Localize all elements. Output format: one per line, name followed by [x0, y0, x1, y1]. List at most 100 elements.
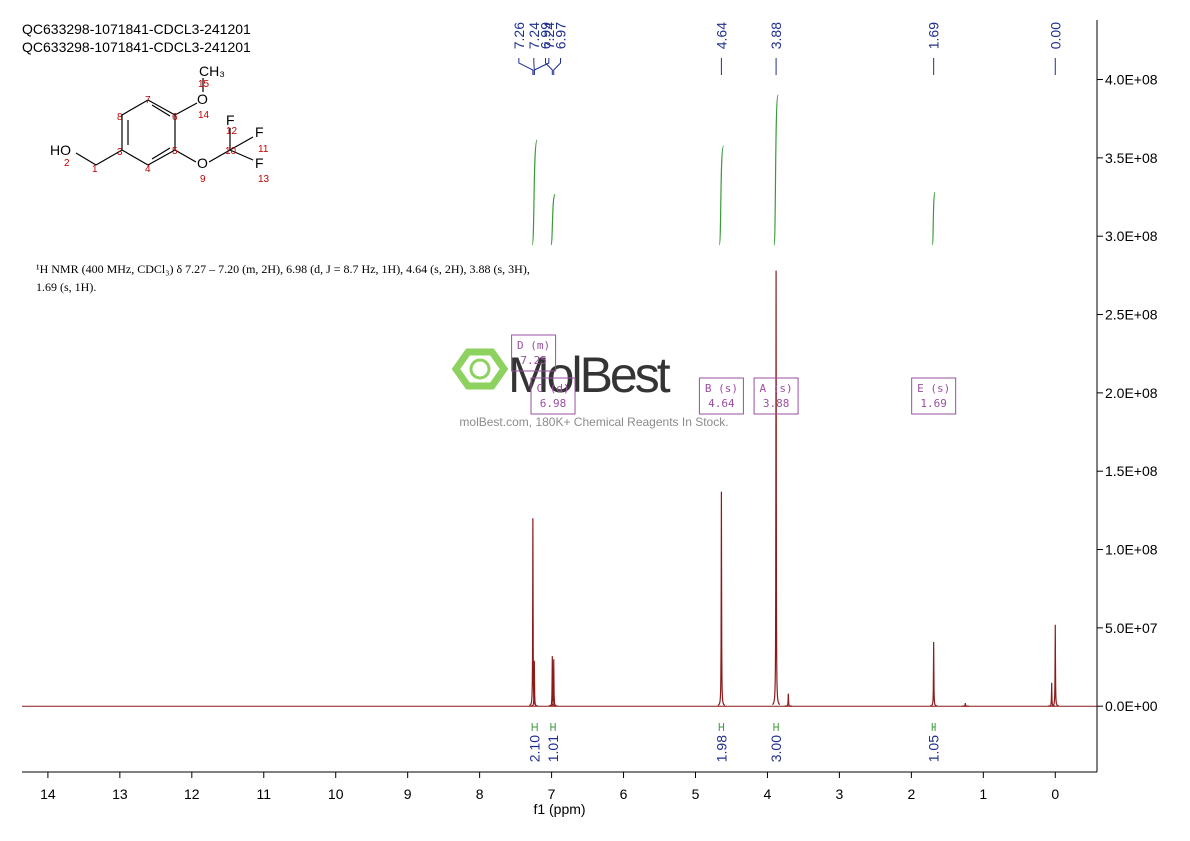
bond: [121, 99, 149, 116]
multiplet-name: E (s): [917, 382, 950, 395]
multiplet-name: B (s): [705, 382, 738, 395]
x-tick-label: 3: [836, 786, 844, 802]
x-tick-label: 9: [404, 786, 412, 802]
peak: [1048, 682, 1056, 707]
integral-label: 1.01: [545, 735, 561, 762]
bond: [147, 99, 176, 116]
atom-number: 7: [145, 95, 151, 106]
atom: F: [255, 124, 264, 140]
peak-label: 4.64: [713, 22, 729, 49]
y-tick-label: 1.0E+08: [1105, 542, 1158, 558]
integral-label: 1.05: [926, 735, 942, 762]
integral-curve: [773, 94, 779, 246]
bond: [121, 149, 149, 166]
x-tick-label: 8: [476, 786, 484, 802]
bond: [208, 149, 231, 163]
multiplet-shift: 3.88: [763, 397, 790, 410]
structure: HO O CH₃ O F F F 2 1 3 8 7 6 5 4 14 15 9…: [50, 63, 270, 185]
x-tick-label: 4: [764, 786, 772, 802]
x-tick-label: 6: [620, 786, 628, 802]
integral-curve: [550, 193, 556, 246]
peak-label: 6.99: [538, 22, 554, 49]
peak: [784, 693, 792, 707]
atom: O: [197, 155, 208, 171]
atom-number: 12: [226, 126, 238, 137]
atom-number: 5: [172, 146, 178, 157]
x-tick-label: 10: [328, 786, 344, 802]
x-axis-label: f1 (ppm): [533, 801, 585, 817]
multiplet-name: D (m): [517, 339, 550, 352]
atom-number: 6: [172, 112, 178, 123]
peak-label: 1.69: [926, 22, 942, 49]
x-tick-label: 14: [40, 786, 56, 802]
y-tick-label: 5.0E+07: [1105, 620, 1158, 636]
bond: [95, 149, 123, 166]
peak-label-connector: [533, 58, 550, 75]
peak: [529, 518, 537, 707]
bond: [151, 104, 171, 117]
watermark: MolBest molBest.com, 180K+ Chemical Reag…: [451, 347, 729, 429]
multiplet-box: [530, 377, 576, 415]
x-tick-label: 11: [256, 786, 271, 802]
peak: [1051, 624, 1059, 707]
peak-label-connector: [553, 58, 562, 75]
peak-label: 0.00: [1047, 22, 1063, 49]
y-tick-label: 4.0E+08: [1105, 72, 1158, 88]
multiplet-shift: 1.69: [920, 397, 947, 410]
bond: [229, 136, 254, 151]
peak-label: 7.24: [541, 22, 557, 49]
multiplet-name: C (d): [536, 382, 569, 395]
x-tick-label: 5: [692, 786, 700, 802]
atom: F: [255, 155, 264, 171]
x-tick-label: 13: [112, 786, 128, 802]
integral-bracket: [550, 723, 556, 731]
atom-number: 10: [225, 146, 237, 157]
peak: [550, 659, 558, 707]
atom-number: 1: [92, 164, 98, 175]
x-tick-label: 12: [184, 786, 200, 802]
peak: [929, 641, 938, 707]
y-tick-label: 3.0E+08: [1105, 228, 1158, 244]
peak: [961, 702, 969, 707]
multiplet-shift: 6.98: [540, 397, 567, 410]
integral-bracket: [531, 723, 538, 731]
peak-label: 7.26: [511, 22, 527, 49]
peak: [548, 656, 556, 707]
bond: [229, 149, 254, 161]
bond: [75, 152, 97, 166]
multiplet-shift: 7.25: [520, 354, 547, 367]
multiplet-name: A (s): [760, 382, 793, 395]
atom-number: 15: [198, 79, 210, 90]
integral-label: 3.00: [768, 735, 784, 762]
sample-id: QC633298-1071841-CDCL3-241201: [22, 21, 251, 37]
integral-curve: [531, 139, 538, 246]
atom-number: 13: [258, 174, 270, 185]
atom-number: 3: [117, 147, 123, 158]
x-tick-label: 0: [1051, 786, 1059, 802]
integral-label: 1.98: [713, 735, 729, 762]
peak: [717, 491, 726, 706]
peak-label-connector: [518, 58, 534, 75]
peak: [530, 660, 538, 707]
atom: HO: [50, 142, 71, 158]
bond: [147, 149, 176, 166]
y-tick-label: 2.5E+08: [1105, 307, 1158, 323]
description: ¹H NMR (400 MHz, CDCl₃) δ 7.27 – 7.20 (m…: [36, 262, 530, 276]
watermark-brand: MolBest: [508, 347, 671, 403]
peak-label: 7.24: [526, 22, 542, 49]
atom-number: 9: [200, 174, 206, 185]
bond: [174, 102, 198, 116]
y-tick-label: 2.0E+08: [1105, 385, 1158, 401]
integral-label: 2.10: [527, 735, 543, 762]
x-tick-label: 7: [548, 786, 556, 802]
atom-number: 8: [117, 112, 123, 123]
bond: [174, 149, 197, 163]
atom: O: [197, 91, 208, 107]
integral-curve: [718, 145, 725, 246]
atom: F: [226, 112, 235, 128]
description: 1.69 (s, 1H).: [36, 280, 97, 294]
atom: CH₃: [199, 63, 225, 79]
peak-label-connector: [545, 58, 553, 75]
